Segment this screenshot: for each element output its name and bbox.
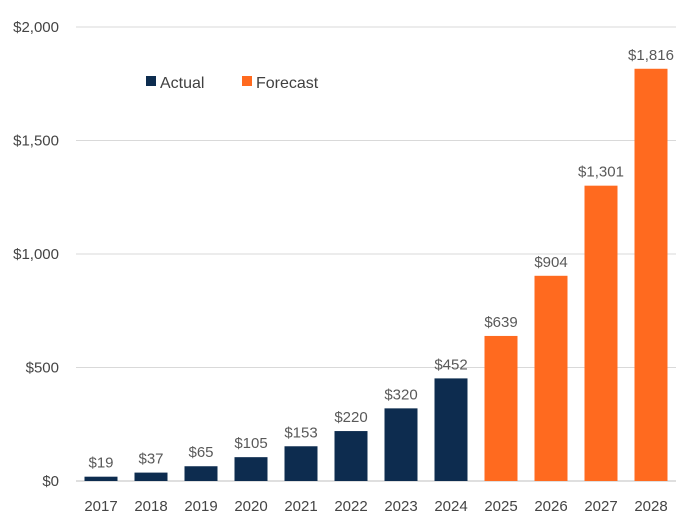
gridlines: [76, 26, 676, 482]
data-label-2020: $105: [234, 435, 267, 452]
bar-2028: [634, 68, 668, 481]
x-tick-label-2018: 2018: [134, 498, 167, 515]
data-label-2026: $904: [534, 254, 567, 271]
x-tick-label-2023: 2023: [384, 498, 417, 515]
data-label-2018: $37: [138, 451, 163, 468]
bar-2026: [534, 275, 568, 481]
bar-2025: [484, 335, 518, 481]
data-label-2025: $639: [484, 314, 517, 331]
legend-label-actual: Actual: [160, 75, 204, 92]
data-label-2022: $220: [334, 409, 367, 426]
bar-2024: [434, 378, 468, 481]
x-tick-label-2026: 2026: [534, 498, 567, 515]
x-axis-tick-labels: 2017 2018 2019 2020 2021 2022 2023 2024 2025 2026…: [84, 498, 667, 515]
x-tick-label-2020: 2020: [234, 498, 267, 515]
y-tick-label: $1,500: [13, 133, 59, 150]
y-tick-label: $1,000: [13, 246, 59, 263]
bar-2021: [284, 446, 318, 481]
x-tick-label-2022: 2022: [334, 498, 367, 515]
bar-2022: [334, 431, 368, 481]
bar-2023: [384, 408, 418, 481]
data-label-2028: $1,816: [628, 47, 674, 64]
legend-swatch-actual: [146, 76, 156, 86]
bar-2017: [84, 476, 118, 481]
data-label-2027: $1,301: [578, 164, 624, 181]
bar-2018: [134, 472, 168, 481]
data-label-2023: $320: [384, 386, 417, 403]
y-tick-label: $0: [42, 473, 59, 490]
data-label-2021: $153: [284, 424, 317, 441]
legend-swatch-forecast: [242, 76, 252, 86]
x-tick-label-2025: 2025: [484, 498, 517, 515]
y-tick-label: $2,000: [13, 19, 59, 36]
x-tick-label-2024: 2024: [434, 498, 467, 515]
data-label-2017: $19: [88, 455, 113, 472]
x-tick-label-2019: 2019: [184, 498, 217, 515]
data-labels: $19 $37 $65 $105 $153 $220 $320 $452 $639 $904 $1,…: [88, 47, 673, 472]
y-axis-tick-labels: $0 $500 $1,000 $1,500 $2,000: [13, 19, 59, 490]
bar-2027: [584, 185, 618, 481]
legend: Actual Forecast: [146, 75, 319, 92]
bars: [84, 68, 668, 481]
legend-label-forecast: Forecast: [256, 75, 319, 92]
x-tick-label-2028: 2028: [634, 498, 667, 515]
bar-2020: [234, 457, 268, 481]
data-label-2019: $65: [188, 444, 213, 461]
x-tick-label-2017: 2017: [84, 498, 117, 515]
x-tick-label-2027: 2027: [584, 498, 617, 515]
data-label-2024: $452: [434, 356, 467, 373]
bar-2019: [184, 466, 218, 481]
y-tick-label: $500: [26, 360, 59, 377]
x-tick-label-2021: 2021: [284, 498, 317, 515]
